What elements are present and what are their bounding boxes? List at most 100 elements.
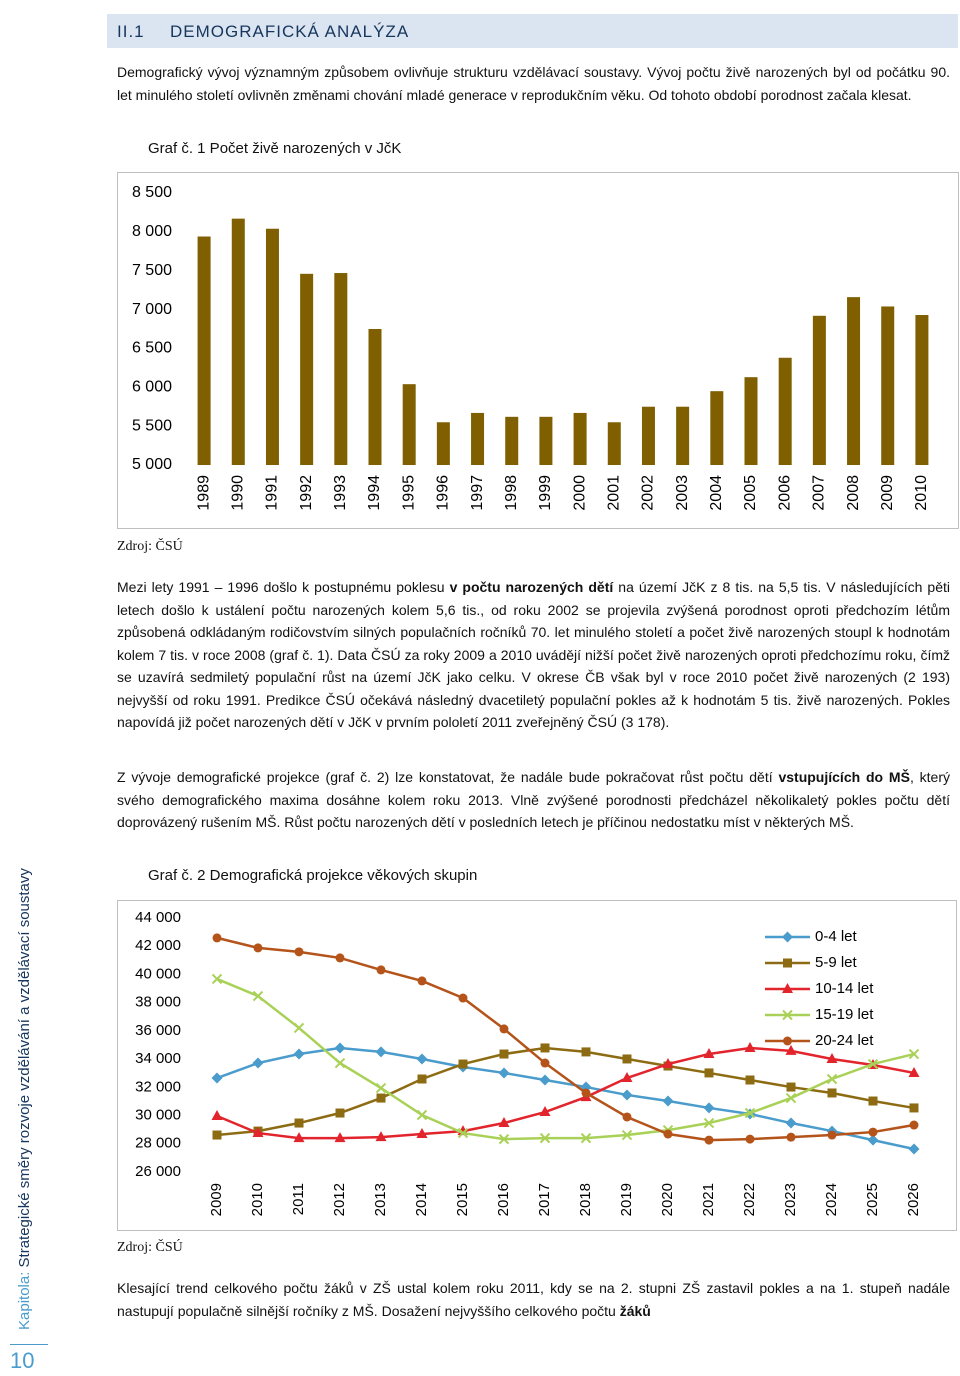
x-tick-label: 1989 bbox=[195, 475, 212, 511]
y-tick-label: 30 000 bbox=[135, 1107, 181, 1124]
data-point bbox=[868, 1127, 878, 1137]
y-tick-label: 38 000 bbox=[135, 994, 181, 1011]
x-tick-label: 1997 bbox=[469, 475, 486, 511]
data-point bbox=[703, 1117, 715, 1129]
bar bbox=[368, 329, 382, 465]
x-tick-label: 1999 bbox=[537, 475, 554, 511]
data-point bbox=[540, 1043, 550, 1053]
paragraph: Demografický vývoj významným způsobem ov… bbox=[117, 61, 950, 106]
data-point bbox=[499, 1024, 509, 1034]
x-tick-label: 2004 bbox=[708, 475, 725, 511]
bar bbox=[300, 273, 314, 465]
text: na území JčK z 8 tis. na 5,5 tis. V násl… bbox=[117, 579, 950, 730]
data-point bbox=[539, 1106, 551, 1117]
x-tick-label: 2005 bbox=[742, 475, 759, 511]
data-point bbox=[826, 1073, 838, 1085]
data-point bbox=[908, 1066, 920, 1077]
data-point bbox=[335, 953, 345, 963]
paragraph: Mezi lety 1991 – 1996 došlo k postupnému… bbox=[117, 576, 950, 734]
x-tick-label: 2015 bbox=[454, 1183, 471, 1216]
data-point bbox=[908, 1143, 920, 1155]
legend-label: 5-9 let bbox=[815, 954, 858, 971]
x-tick-label: 2010 bbox=[913, 475, 930, 511]
chapter-label: Kapitola: bbox=[16, 1271, 33, 1330]
data-point bbox=[539, 1074, 551, 1086]
page-number: 10 bbox=[10, 1348, 35, 1373]
bar bbox=[744, 377, 758, 465]
x-tick-label: 1991 bbox=[264, 475, 281, 511]
data-point bbox=[704, 1135, 714, 1145]
bar bbox=[812, 315, 826, 465]
data-point bbox=[457, 1127, 469, 1139]
data-point bbox=[416, 1053, 428, 1065]
data-point bbox=[580, 1132, 592, 1144]
x-tick-label: 2009 bbox=[208, 1183, 225, 1216]
y-tick-label: 7 500 bbox=[132, 262, 172, 279]
bar bbox=[778, 357, 792, 465]
x-tick-label: 2007 bbox=[811, 475, 828, 511]
x-tick-label: 2022 bbox=[741, 1183, 758, 1216]
x-tick-label: 2013 bbox=[372, 1183, 389, 1216]
data-point bbox=[293, 1132, 305, 1143]
data-point bbox=[703, 1102, 715, 1114]
x-tick-label: 2019 bbox=[618, 1183, 635, 1216]
x-tick-label: 1993 bbox=[332, 475, 349, 511]
data-point bbox=[827, 1130, 837, 1140]
data-point bbox=[253, 943, 263, 953]
y-tick-label: 44 000 bbox=[135, 909, 181, 926]
data-point bbox=[416, 1128, 428, 1139]
x-tick-label: 2021 bbox=[700, 1183, 717, 1216]
data-point bbox=[908, 1048, 920, 1060]
bar bbox=[573, 412, 587, 465]
data-point bbox=[786, 1132, 796, 1142]
data-point bbox=[417, 976, 427, 986]
bar bbox=[471, 412, 485, 465]
chart-caption: Graf č. 1 Počet živě narozených v JčK bbox=[148, 140, 402, 157]
legend-marker bbox=[783, 1036, 792, 1046]
series-line bbox=[216, 977, 915, 1141]
x-tick-label: 1994 bbox=[366, 475, 383, 511]
data-point bbox=[827, 1088, 837, 1098]
data-point bbox=[621, 1129, 633, 1141]
data-point bbox=[867, 1134, 879, 1146]
chart-frame bbox=[117, 900, 957, 1231]
data-point bbox=[334, 1057, 346, 1069]
data-point bbox=[785, 1044, 797, 1055]
legend-label: 0-4 let bbox=[815, 928, 858, 945]
bar bbox=[676, 406, 690, 465]
bar bbox=[265, 228, 279, 465]
legend-marker bbox=[783, 958, 792, 968]
data-point bbox=[703, 1048, 715, 1059]
bar-chart: 5 000 5 500 6 000 6 500 7 000 7 500 8 000 8 500… bbox=[117, 172, 959, 529]
x-tick-label: 1996 bbox=[435, 475, 452, 511]
y-tick-label: 28 000 bbox=[135, 1135, 181, 1152]
y-tick-label: 34 000 bbox=[135, 1050, 181, 1067]
x-tick-label: 2025 bbox=[864, 1183, 881, 1216]
data-point bbox=[498, 1117, 510, 1128]
bar bbox=[710, 391, 724, 465]
bar bbox=[505, 416, 519, 465]
y-tick-label: 7 000 bbox=[132, 301, 172, 318]
data-point bbox=[662, 1095, 674, 1107]
data-point bbox=[376, 965, 386, 975]
bar bbox=[641, 406, 655, 465]
data-point bbox=[458, 1059, 468, 1069]
data-point bbox=[211, 1109, 223, 1120]
text-bold: vstupujících do MŠ bbox=[778, 769, 910, 785]
y-tick-label: 6 000 bbox=[132, 379, 172, 396]
bar bbox=[197, 236, 211, 465]
series-line bbox=[216, 1046, 915, 1140]
legend-label: 20-24 let bbox=[815, 1032, 874, 1049]
x-tick-label: 2002 bbox=[640, 475, 657, 511]
data-point bbox=[704, 1068, 714, 1078]
data-point bbox=[745, 1075, 755, 1085]
x-tick-label: 2006 bbox=[776, 475, 793, 511]
data-point bbox=[744, 1107, 756, 1119]
data-point bbox=[376, 1093, 386, 1103]
data-point bbox=[621, 1072, 633, 1083]
data-point bbox=[293, 1048, 305, 1060]
data-point bbox=[334, 1132, 346, 1143]
data-point bbox=[539, 1132, 551, 1144]
